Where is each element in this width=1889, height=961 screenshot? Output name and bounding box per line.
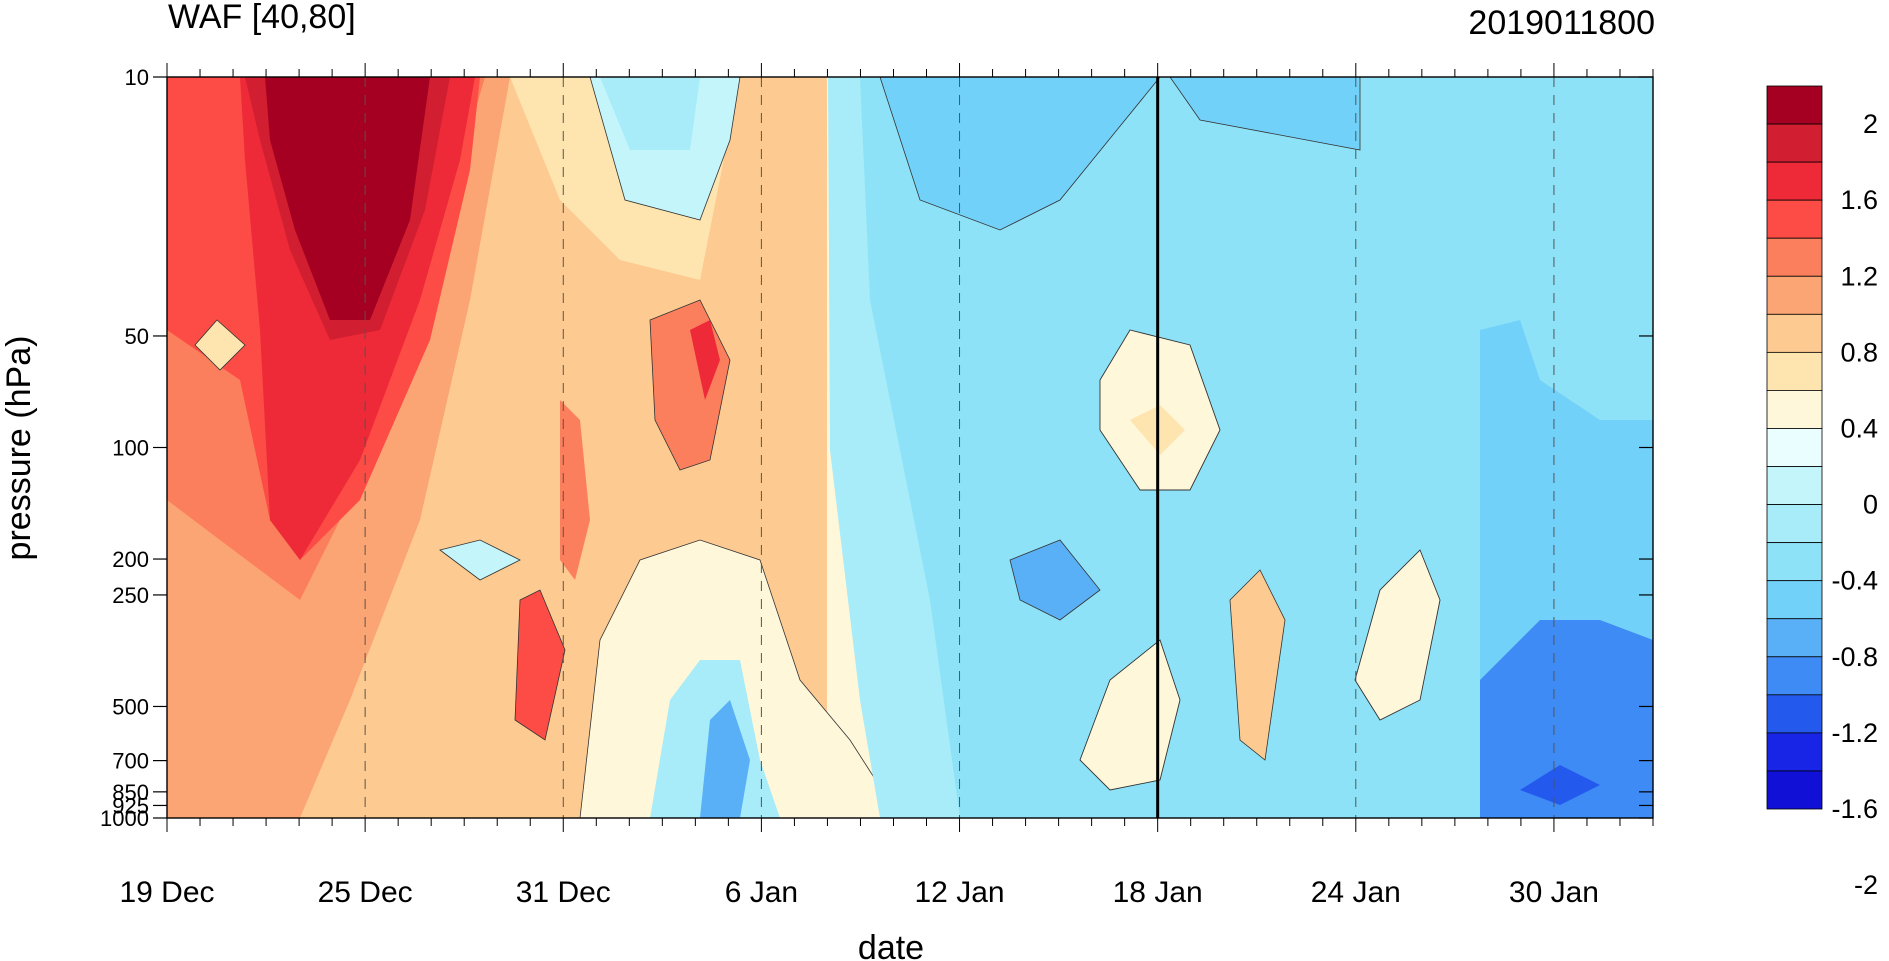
y-tick-label: 10 [125, 65, 149, 90]
region-red-island-low [514, 589, 566, 741]
x-tick-label: 18 Jan [1113, 876, 1203, 909]
colorbar-swatch [1766, 656, 1823, 696]
colorbar-swatch [1766, 123, 1823, 163]
region-zero-island-right [1354, 549, 1441, 721]
region-right-deep [1480, 620, 1653, 818]
region-red-island [690, 320, 720, 400]
colorbar-label: -0.4 [1831, 566, 1878, 596]
colorbar-swatch [1766, 466, 1823, 505]
colorbar-swatch [1766, 85, 1823, 125]
x-tick-label: 31 Dec [516, 876, 611, 909]
y-tick-label: 500 [112, 694, 149, 719]
region-orange-thin [560, 400, 590, 580]
colorbar-label: 1.2 [1840, 261, 1878, 291]
colorbar-label: -1.2 [1831, 718, 1878, 748]
region-inner-warm [194, 319, 246, 371]
colorbar-swatch [1766, 428, 1823, 467]
colorbar-label: -1.6 [1831, 794, 1878, 824]
y-tick-label: 700 [112, 749, 149, 774]
colorbar: 2 1.6 1.2 0.8 0.4 0 -0.4 -0.8 -1.2 -1.6 -2 [1766, 85, 1878, 900]
colorbar-swatch [1766, 275, 1823, 315]
colorbar-swatch [1766, 161, 1823, 201]
region-right-deepest [1520, 765, 1600, 805]
x-tick-label: 30 Jan [1509, 876, 1599, 909]
y-tick-label: 250 [112, 583, 149, 608]
y-tick-label: 200 [112, 547, 149, 572]
colorbar-label: -0.8 [1831, 642, 1878, 672]
x-axis-label: date [858, 929, 924, 961]
colorbar-swatch [1766, 542, 1823, 582]
colorbar-swatch [1766, 504, 1823, 544]
colorbar-swatch [1766, 237, 1823, 277]
chart-title: WAF [40,80] [168, 0, 356, 36]
x-tick-label: 24 Jan [1311, 876, 1401, 909]
colorbar-label: 0.4 [1840, 413, 1878, 443]
region-mid-cyan2 [600, 77, 700, 150]
y-tick-label: 50 [125, 324, 149, 349]
colorbar-swatch [1766, 199, 1823, 239]
colorbar-swatch [1766, 770, 1823, 810]
region-warm-streak [1229, 569, 1286, 761]
region-max [265, 77, 430, 320]
region-low-blue [700, 700, 750, 818]
colorbar-label: 1.6 [1840, 185, 1878, 215]
region-blue-island [1009, 539, 1101, 621]
x-tick-label: 19 Dec [119, 876, 214, 909]
reference-lines [364, 77, 1555, 818]
x-tick-label: 12 Jan [914, 876, 1004, 909]
colorbar-swatch [1766, 351, 1823, 391]
colorbar-label: 2 [1863, 109, 1878, 139]
colorbar-swatch [1766, 694, 1823, 734]
region-zero-island-lower [1079, 639, 1181, 791]
colorbar-label: 0.8 [1840, 337, 1878, 367]
region-cold-mid [860, 77, 1653, 818]
x-tick-label: 25 Dec [318, 876, 413, 909]
region-upper-blue [879, 77, 1161, 231]
chart-date-stamp: 2019011800 [1468, 4, 1655, 42]
region-cyan-small [439, 539, 521, 581]
plot-area [167, 77, 1653, 818]
x-tick-label: 6 Jan [725, 876, 798, 909]
colorbar-swatch [1766, 390, 1823, 429]
x-axis: 19 Dec 25 Dec 31 Dec 6 Jan 12 Jan 18 Jan 24 Ja… [119, 63, 1654, 909]
y-tick-label: 925 [112, 793, 149, 818]
colorbar-swatch [1766, 618, 1823, 658]
y-tick-label: 850 [112, 780, 149, 805]
colorbar-swatch [1766, 313, 1823, 353]
colorbar-swatch [1766, 580, 1823, 620]
region-upper-blue-2 [1169, 77, 1361, 151]
y-axis-label: pressure (hPa) [0, 336, 38, 561]
colorbar-label: 0 [1863, 490, 1878, 520]
y-tick-label: 100 [112, 436, 149, 461]
y-tick-label: 1000 [100, 806, 149, 831]
colorbar-swatch [1766, 732, 1823, 772]
colorbar-label: -2 [1854, 870, 1878, 900]
